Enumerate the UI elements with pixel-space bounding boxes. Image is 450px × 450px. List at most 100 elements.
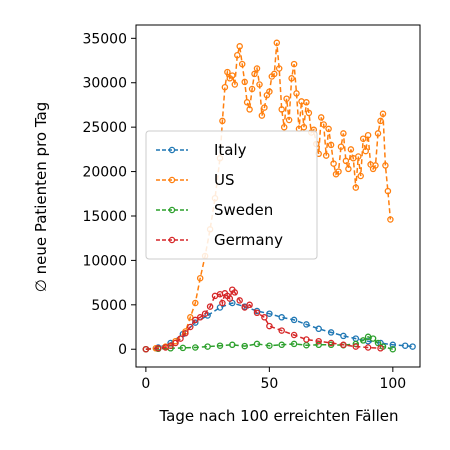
data-point-us [327, 141, 335, 149]
data-point-us [246, 106, 253, 113]
data-point-us [387, 216, 394, 223]
data-point-germany [182, 329, 189, 337]
data-point-us [261, 104, 268, 111]
data-point-us [285, 116, 293, 124]
y-tick-label: 35000 [82, 31, 127, 47]
data-point-us [337, 143, 345, 150]
data-point-italy [327, 329, 335, 336]
x-tick-label: 50 [260, 376, 278, 392]
y-tick-label: 15000 [82, 209, 127, 225]
data-point-us [288, 75, 295, 82]
data-point-germany [172, 339, 179, 347]
data-point-us [377, 117, 384, 125]
data-point-sweden [359, 337, 367, 344]
y-tick-label: 30000 [82, 76, 127, 92]
data-point-us [275, 65, 283, 72]
data-point-germany [241, 304, 248, 311]
data-point-us [251, 70, 258, 78]
data-point-us [357, 172, 364, 180]
data-point-us [231, 81, 239, 88]
data-point-sweden [374, 339, 382, 347]
data-point-us [382, 162, 389, 169]
legend-box [145, 130, 318, 260]
data-point-us [243, 99, 251, 106]
legend-marker-us [168, 176, 176, 184]
data-point-us [238, 60, 246, 68]
data-point-us [221, 83, 229, 91]
data-point-germany [167, 342, 174, 349]
data-point-us [384, 187, 392, 195]
data-point-us [192, 299, 199, 307]
series-us [142, 39, 394, 353]
data-point-us [379, 110, 387, 118]
data-point-us [219, 117, 226, 125]
data-point-germany [236, 297, 243, 304]
data-point-us [258, 112, 266, 119]
data-point-us [253, 65, 261, 72]
data-point-germany [253, 309, 261, 317]
legend-item-italy: Italy [156, 141, 247, 159]
plot-frame [135, 24, 421, 368]
data-point-sweden [253, 340, 261, 348]
data-point-us [325, 125, 332, 133]
legend-label-sweden: Sweden [214, 201, 273, 219]
data-point-us [283, 95, 290, 102]
axes-layer: 0 50 100 0 5000 10000 15000 20000 25000 30000 3500… [82, 24, 421, 392]
data-point-us [305, 109, 313, 117]
data-point-germany [226, 295, 234, 302]
data-point-us [241, 78, 248, 86]
data-point-us [280, 123, 288, 131]
x-tick-label: 100 [379, 376, 406, 392]
legend-item-us: US [156, 171, 235, 189]
data-point-germany [377, 345, 384, 352]
series-germany [142, 286, 384, 353]
data-point-sweden [204, 343, 211, 350]
data-point-germany [206, 303, 214, 310]
data-point-germany [340, 341, 347, 349]
data-point-sweden [315, 341, 322, 349]
data-point-us [340, 130, 347, 137]
data-point-us [290, 60, 298, 68]
data-point-sweden [241, 342, 248, 350]
data-point-us [374, 130, 382, 137]
data-point-us [256, 81, 263, 88]
legend-item-germany: Germany [156, 231, 283, 249]
data-point-us [187, 314, 194, 321]
data-point-germany [196, 314, 204, 321]
data-point-us [234, 51, 241, 59]
legend-marker-germany [168, 236, 176, 244]
data-point-germany [192, 316, 199, 324]
data-point-germany [364, 344, 372, 351]
data-point-us [335, 168, 342, 175]
data-point-us [236, 43, 243, 50]
data-point-germany [201, 310, 209, 317]
data-point-sweden [216, 342, 224, 349]
series-layer [142, 39, 416, 353]
data-point-italy [278, 314, 285, 321]
legend-label-italy: Italy [214, 141, 247, 159]
data-point-us [317, 114, 325, 121]
x-tick-label: 0 [141, 376, 150, 392]
y-axis-title: ∅ neue Patienten pro Tag [32, 102, 50, 293]
data-point-us [300, 123, 308, 131]
data-point-germany [290, 331, 298, 339]
y-tick-label: 5000 [91, 298, 127, 314]
data-point-us [278, 106, 285, 113]
data-point-us [352, 184, 360, 191]
data-point-us [248, 85, 256, 93]
data-point-germany [266, 322, 273, 330]
legend-marker-sweden [168, 206, 176, 214]
data-point-italy [340, 332, 347, 340]
data-point-germany [219, 299, 226, 307]
data-point-germany [177, 335, 184, 342]
data-point-italy [290, 316, 298, 324]
legend-label-us: US [214, 171, 235, 189]
data-point-us [362, 147, 369, 155]
data-point-us [345, 165, 352, 173]
data-point-italy [315, 325, 322, 333]
series-line-sweden [145, 335, 393, 350]
data-point-us [342, 157, 350, 165]
data-point-us [320, 121, 327, 128]
data-point-germany [303, 336, 310, 343]
